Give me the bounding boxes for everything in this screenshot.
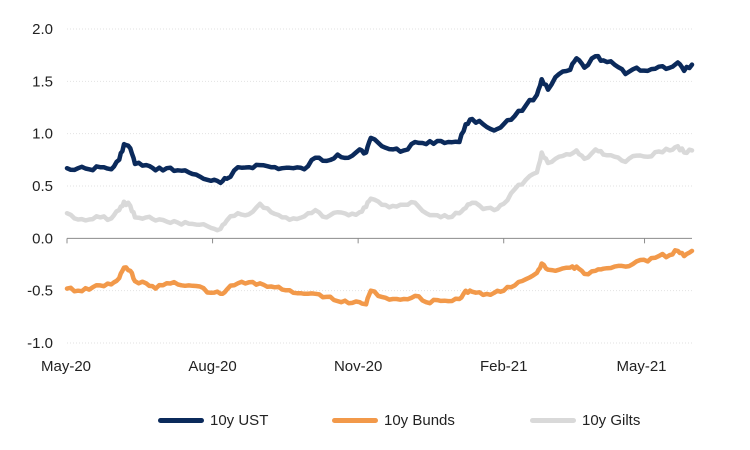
legend-item-gilts: 10y Gilts xyxy=(530,412,640,429)
series-lines xyxy=(64,53,695,307)
y-axis-tick-labels: 2.0 1.5 1.0 0.5 0.0 -0.5 -1.0 xyxy=(27,21,53,352)
y-tick-label: 1.0 xyxy=(32,126,53,143)
y-tick-label: 1.5 xyxy=(32,73,53,90)
y-tick-label: 0.0 xyxy=(32,230,53,247)
x-tick-label: Nov-20 xyxy=(334,358,382,375)
x-axis: May-20 Aug-20 Nov-20 Feb-21 May-21 xyxy=(41,237,692,375)
yield-chart: 2.0 1.5 1.0 0.5 0.0 -0.5 -1.0 May-20 Aug-20 Nov-… xyxy=(27,21,695,375)
series-line-10y-gilts xyxy=(64,143,695,233)
legend-swatch-bunds xyxy=(332,418,378,423)
x-tick-label: Feb-21 xyxy=(480,358,528,375)
series-line-10y-bunds xyxy=(64,248,695,307)
legend-item-ust: 10y UST xyxy=(158,412,268,429)
x-tick-label: Aug-20 xyxy=(188,358,236,375)
y-tick-label: -1.0 xyxy=(27,335,53,352)
legend: 10y UST 10y Bunds 10y Gilts xyxy=(0,400,750,440)
legend-item-bunds: 10y Bunds xyxy=(332,412,455,429)
y-tick-label: 2.0 xyxy=(32,21,53,38)
y-tick-label: -0.5 xyxy=(27,283,53,300)
x-tick-label: May-21 xyxy=(617,358,667,375)
x-tick-label: May-20 xyxy=(41,358,91,375)
legend-label-gilts: 10y Gilts xyxy=(582,412,641,429)
y-tick-label: 0.5 xyxy=(32,178,53,195)
legend-swatch-gilts xyxy=(530,418,576,423)
legend-swatch-ust xyxy=(158,418,204,423)
legend-label-ust: 10y UST xyxy=(210,412,269,429)
legend-label-bunds: 10y Bunds xyxy=(384,412,455,429)
gridlines xyxy=(67,28,692,344)
series-line-10y-ust xyxy=(64,53,695,186)
